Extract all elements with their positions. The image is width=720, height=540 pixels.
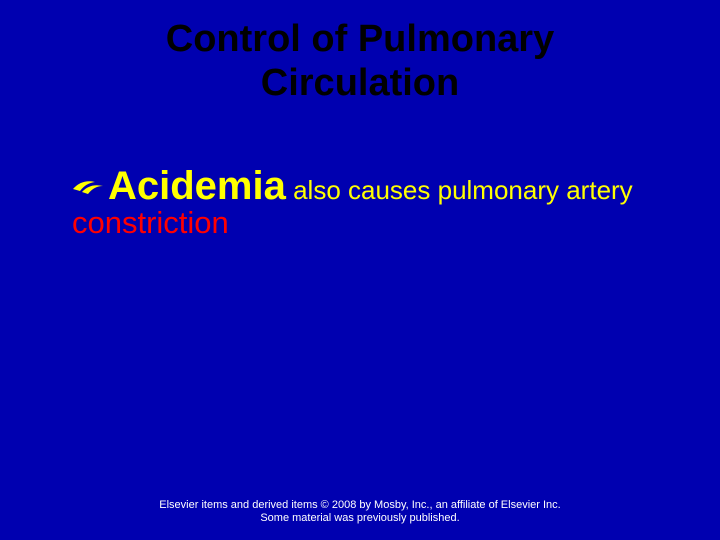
title-line-2: Circulation — [261, 62, 459, 104]
bullet-continuation: constriction — [72, 207, 680, 240]
bullet-emphasis: Acidemia — [108, 164, 286, 208]
slide-title: Control of Pulmonary Circulation — [0, 18, 720, 105]
footer-line-2: Some material was previously published. — [260, 512, 459, 524]
slide: Control of Pulmonary Circulation Acidemi… — [0, 0, 720, 540]
title-line-1: Control of Pulmonary — [166, 18, 554, 60]
slide-footer: Elsevier items and derived items © 2008 … — [0, 499, 720, 527]
footer-line-1: Elsevier items and derived items © 2008 … — [159, 499, 560, 511]
slide-body: Acidemia also causes pulmonary artery co… — [72, 165, 680, 240]
bullet-item: Acidemia also causes pulmonary artery co… — [72, 165, 680, 240]
bullet-rest: also causes pulmonary artery — [286, 175, 633, 205]
swoosh-bullet-icon — [72, 175, 104, 197]
